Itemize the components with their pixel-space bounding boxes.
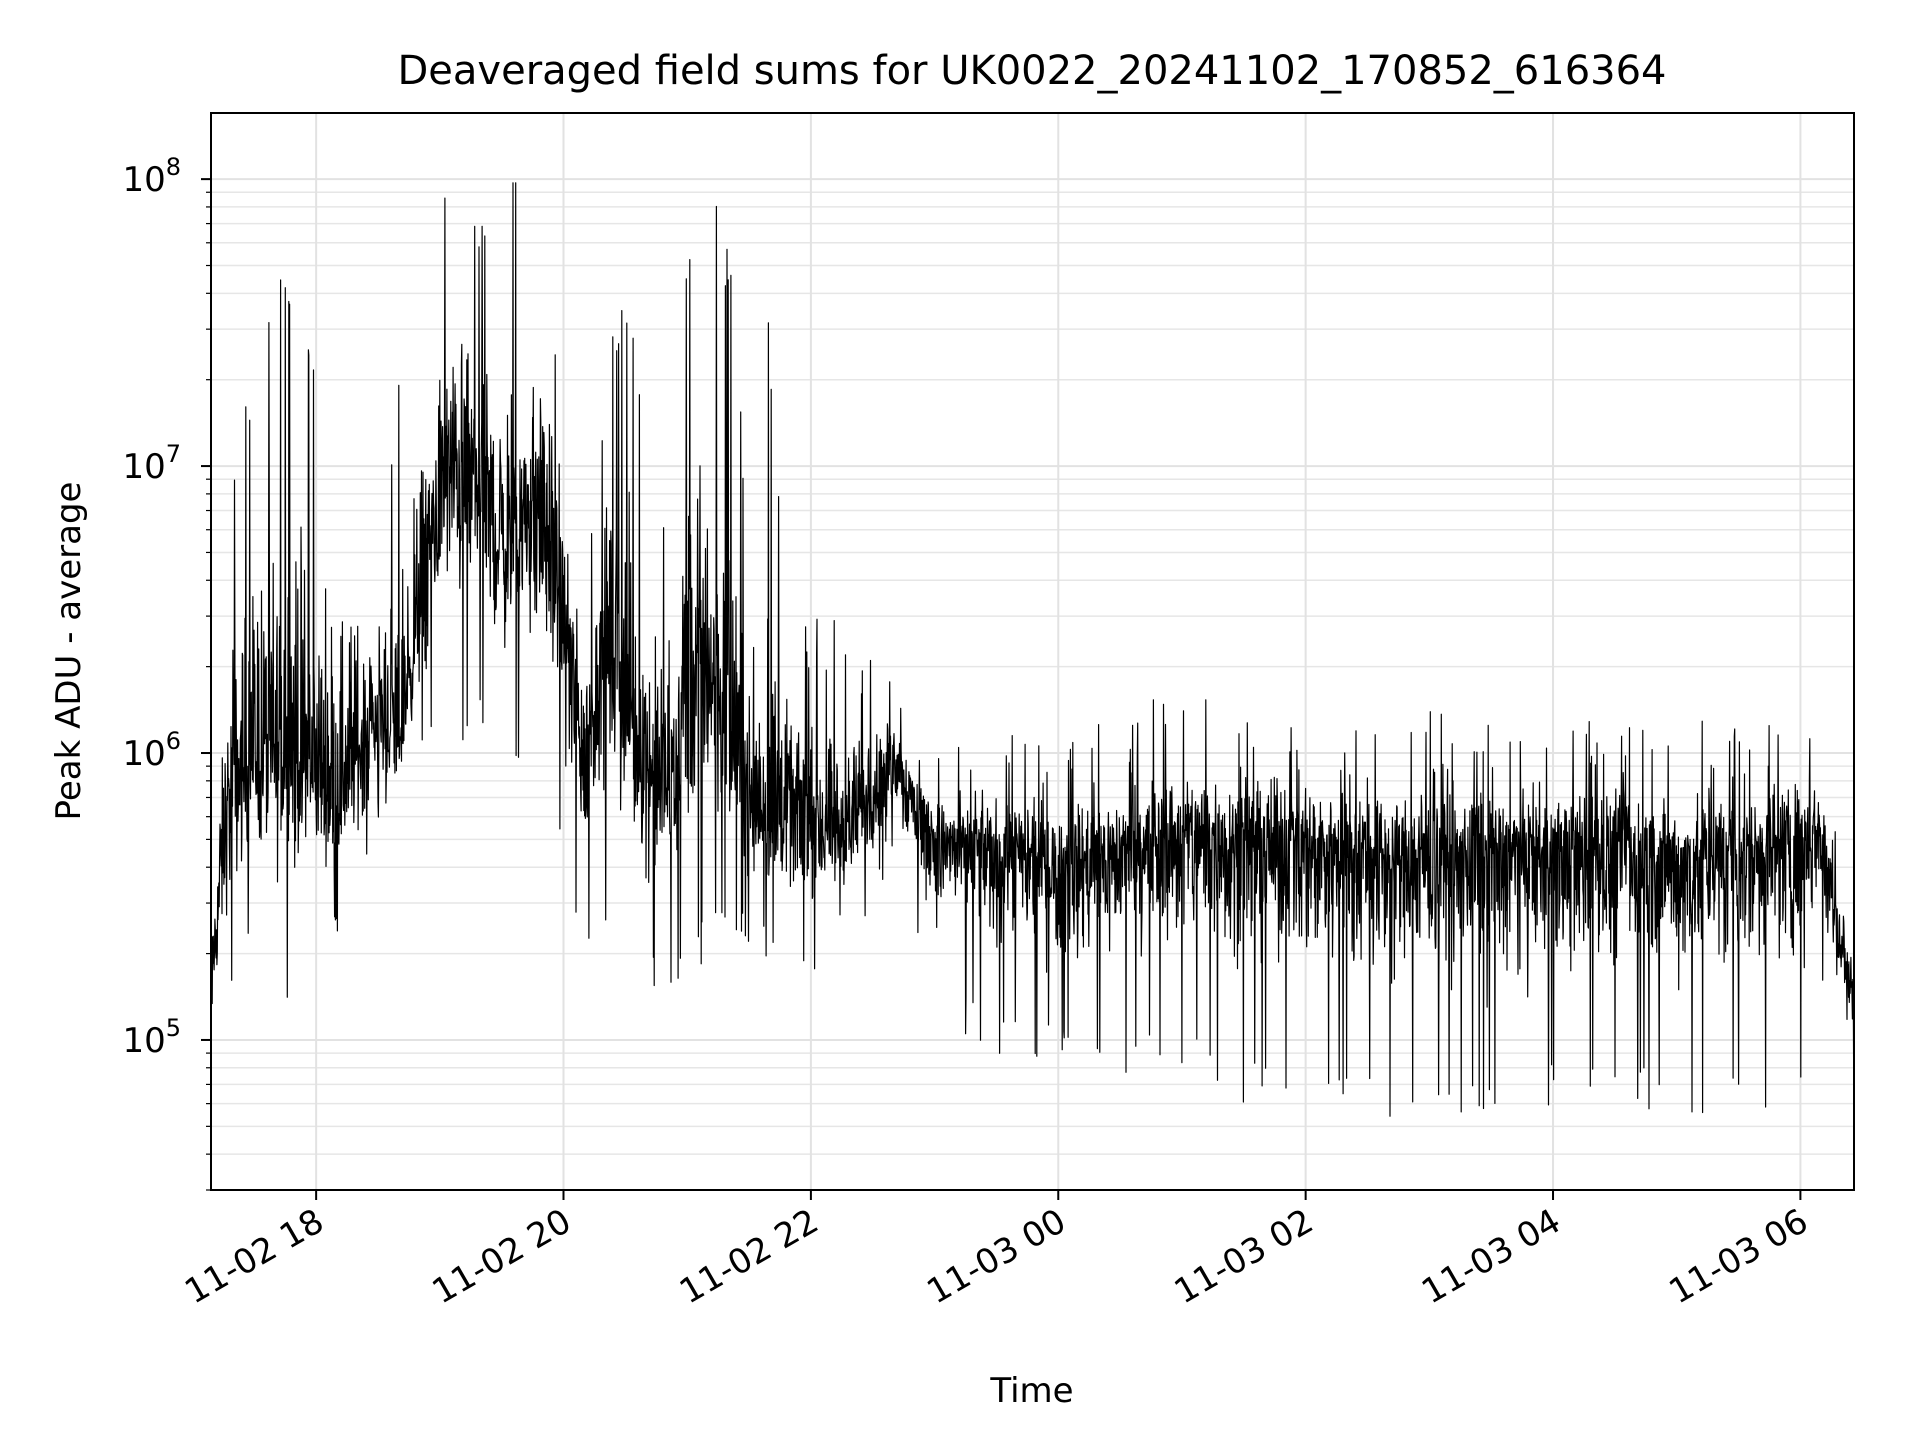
series-line bbox=[210, 182, 1855, 1117]
y-axis-label: Peak ADU - average bbox=[49, 482, 89, 821]
y-tick-label: 107 bbox=[122, 440, 181, 487]
plot-frame bbox=[210, 112, 1855, 1191]
y-tick-label: 108 bbox=[122, 153, 181, 200]
chart-title: Deaveraged field sums for UK0022_2024110… bbox=[397, 48, 1666, 94]
y-tick-label: 105 bbox=[122, 1014, 181, 1061]
y-tick-label: 106 bbox=[122, 727, 181, 774]
series-polyline bbox=[210, 182, 1855, 1117]
x-axis-label: Time bbox=[989, 1371, 1073, 1411]
